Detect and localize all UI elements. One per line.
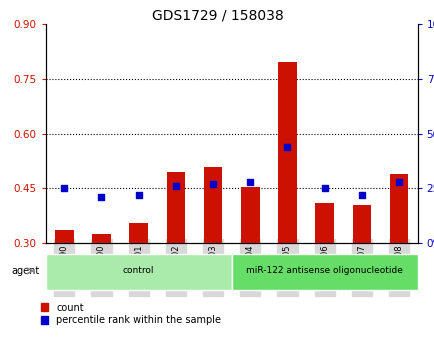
Bar xyxy=(389,174,408,243)
Point xyxy=(358,192,365,198)
Text: agent: agent xyxy=(11,266,39,276)
Point xyxy=(246,179,253,185)
Legend: count, percentile rank within the sample: count, percentile rank within the sample xyxy=(39,302,222,326)
Point xyxy=(283,144,290,150)
Bar xyxy=(277,62,296,243)
Point xyxy=(209,181,216,187)
Bar xyxy=(352,205,370,243)
Text: control: control xyxy=(123,266,154,275)
Point xyxy=(61,186,68,191)
Bar xyxy=(315,203,333,243)
Bar xyxy=(55,230,73,243)
Text: GDS1729 / 158038: GDS1729 / 158038 xyxy=(151,9,283,23)
Point xyxy=(98,195,105,200)
Bar xyxy=(203,167,222,243)
Text: miR-122 antisense oligonucleotide: miR-122 antisense oligonucleotide xyxy=(246,266,402,275)
Bar xyxy=(129,223,148,243)
Bar xyxy=(166,172,185,243)
Bar xyxy=(92,234,111,243)
Point xyxy=(395,179,401,185)
Bar xyxy=(240,187,259,243)
Point xyxy=(320,186,327,191)
Bar xyxy=(231,254,417,289)
Point xyxy=(135,192,142,198)
Point xyxy=(172,184,179,189)
Bar xyxy=(46,254,231,289)
